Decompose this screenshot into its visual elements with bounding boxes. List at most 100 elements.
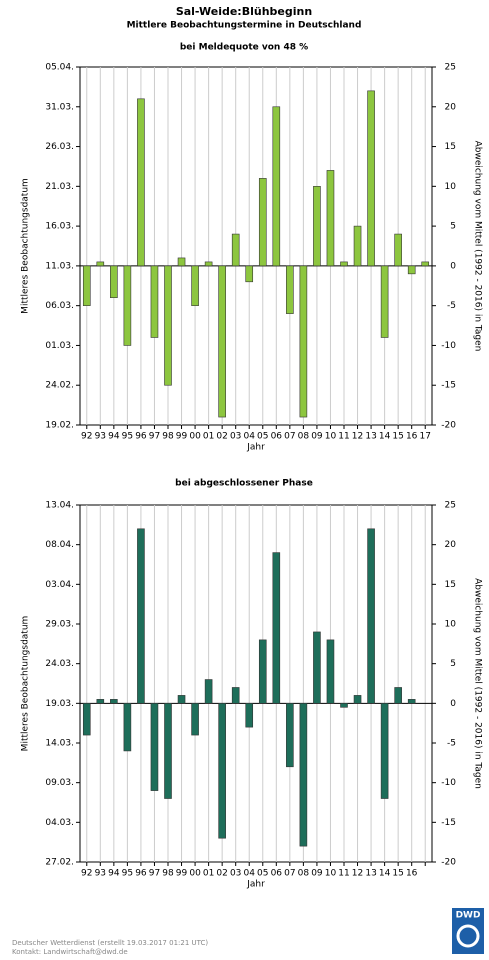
y-tick-label: 19.02. bbox=[45, 421, 74, 431]
x-tick-label: 12 bbox=[352, 869, 363, 879]
bar bbox=[96, 699, 105, 704]
chart-title: bei Meldequote von 48 % bbox=[180, 43, 308, 53]
bar bbox=[340, 261, 348, 267]
y-tick-label: 09.03. bbox=[45, 778, 74, 788]
logo-swirl bbox=[456, 924, 480, 948]
y2-tick-label: -15 bbox=[441, 818, 456, 828]
y2-tick-label: -5 bbox=[447, 739, 456, 749]
bar bbox=[245, 265, 254, 283]
bar bbox=[191, 265, 199, 306]
bar bbox=[367, 90, 375, 267]
y2-tick-label: 25 bbox=[445, 63, 456, 73]
x-tick-label: 98 bbox=[162, 869, 174, 879]
x-tick-label: 92 bbox=[81, 869, 92, 879]
y2-tick-label: 10 bbox=[445, 182, 457, 192]
y-tick-label: 06.03. bbox=[45, 301, 74, 311]
x-tick-label: 93 bbox=[95, 869, 106, 879]
x-tick-label: 02 bbox=[216, 432, 227, 442]
x-tick-label: 92 bbox=[81, 432, 92, 442]
bar bbox=[150, 703, 159, 791]
bar bbox=[164, 703, 172, 799]
y-tick-label: 29.03. bbox=[45, 620, 74, 630]
x-tick-label: 09 bbox=[311, 432, 323, 442]
plot-frame bbox=[79, 504, 433, 863]
y-tick-label: 24.03. bbox=[45, 659, 74, 669]
x-tick-label: 16 bbox=[406, 432, 418, 442]
y-tick-label: 31.03. bbox=[45, 102, 74, 112]
x-tick-label: 07 bbox=[284, 432, 295, 442]
x-tick-label: 11 bbox=[338, 432, 349, 442]
x-tick-label: 11 bbox=[338, 869, 349, 879]
x-tick-label: 17 bbox=[420, 432, 431, 442]
y-tick-label: 14.03. bbox=[45, 739, 74, 749]
bar bbox=[82, 265, 91, 306]
logo-text: DWD bbox=[456, 911, 481, 921]
x-tick-label: 01 bbox=[203, 432, 214, 442]
y2-tick-label: 0 bbox=[450, 699, 456, 709]
x-tick-label: 07 bbox=[284, 869, 295, 879]
bar bbox=[394, 687, 402, 704]
y-tick-label: 04.03. bbox=[45, 818, 74, 828]
bar bbox=[299, 265, 308, 418]
bar bbox=[204, 679, 213, 704]
x-tick-label: 04 bbox=[244, 432, 256, 442]
page-subtitle: Mittlere Beobachtungstermine in Deutschl… bbox=[127, 21, 362, 31]
bar bbox=[367, 528, 375, 704]
bar bbox=[299, 703, 308, 847]
bar bbox=[245, 703, 254, 728]
y2-tick-label: -10 bbox=[441, 778, 456, 788]
x-tick-label: 05 bbox=[257, 432, 268, 442]
x-tick-label: 97 bbox=[149, 432, 160, 442]
x-tick-label: 09 bbox=[311, 869, 323, 879]
x-tick-label: 06 bbox=[271, 432, 283, 442]
bar bbox=[421, 261, 430, 267]
y2-tick-label: -10 bbox=[441, 341, 456, 351]
bar bbox=[394, 233, 402, 267]
y-tick-label: 19.03. bbox=[45, 699, 74, 709]
bar bbox=[123, 265, 132, 346]
bar bbox=[231, 687, 240, 704]
x-tick-label: 06 bbox=[271, 869, 283, 879]
bar bbox=[258, 178, 267, 267]
x-tick-label: 01 bbox=[203, 869, 214, 879]
y2-tick-label: 5 bbox=[450, 659, 456, 669]
bar bbox=[326, 170, 335, 267]
x-tick-label: 96 bbox=[135, 432, 147, 442]
bar bbox=[191, 703, 199, 736]
x-tick-label: 08 bbox=[298, 869, 310, 879]
y2-tick-label: -20 bbox=[441, 858, 456, 868]
bar bbox=[286, 265, 294, 314]
bar bbox=[177, 695, 186, 704]
x-tick-label: 94 bbox=[108, 432, 120, 442]
y-tick-label: 01.03. bbox=[45, 341, 74, 351]
bar bbox=[258, 639, 267, 704]
x-tick-label: 99 bbox=[176, 869, 188, 879]
y-axis-label: Mittleres Beobachtungsdatum bbox=[21, 178, 31, 314]
bar bbox=[326, 639, 335, 704]
y2-tick-label: 20 bbox=[445, 540, 457, 550]
x-tick-label: 15 bbox=[392, 869, 403, 879]
x-tick-label: 10 bbox=[325, 432, 337, 442]
bar bbox=[218, 703, 226, 839]
x-tick-label: 93 bbox=[95, 432, 106, 442]
x-tick-label: 00 bbox=[189, 869, 201, 879]
y-tick-label: 26.03. bbox=[45, 142, 74, 152]
x-tick-label: 16 bbox=[406, 869, 418, 879]
y-tick-label: 21.03. bbox=[45, 182, 74, 192]
y-axis-label: Mittleres Beobachtungsdatum bbox=[21, 616, 31, 752]
chart-title: bei abgeschlossener Phase bbox=[175, 479, 313, 489]
bar bbox=[110, 699, 118, 704]
y-tick-label: 27.02. bbox=[45, 858, 74, 868]
x-tick-label: 04 bbox=[244, 869, 256, 879]
bar bbox=[96, 261, 105, 267]
y-tick-label: 11.03. bbox=[45, 261, 74, 271]
x-tick-label: 10 bbox=[325, 869, 337, 879]
bar bbox=[272, 552, 281, 704]
x-tick-label: 94 bbox=[108, 869, 120, 879]
y-tick-label: 24.02. bbox=[45, 381, 74, 391]
bar bbox=[313, 186, 321, 267]
x-tick-label: 03 bbox=[230, 869, 241, 879]
x-tick-label: 99 bbox=[176, 432, 188, 442]
bar bbox=[150, 265, 159, 338]
